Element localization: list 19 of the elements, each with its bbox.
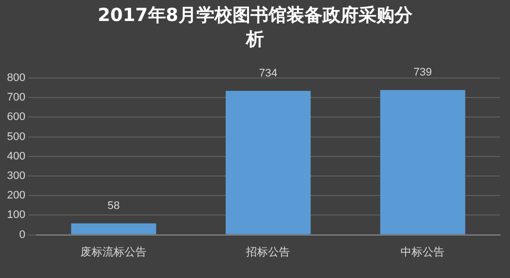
- data-label: 734: [258, 67, 278, 80]
- bar: [226, 90, 311, 234]
- x-tick-label: 废标流标公告: [80, 245, 147, 258]
- x-tick-label: 招标公告: [245, 245, 290, 258]
- y-tick-label: 0: [19, 228, 26, 241]
- y-tick-label: 400: [6, 150, 26, 162]
- y-tick-label: 700: [6, 92, 26, 104]
- y-tick-label: 200: [6, 190, 26, 202]
- y-tick-label: 500: [6, 130, 26, 143]
- y-tick-label: 800: [6, 72, 26, 84]
- bar: [380, 90, 466, 234]
- data-label: 58: [108, 200, 120, 212]
- chart-title: 2017年8月学校图书馆装备政府采购分析: [96, 4, 414, 52]
- y-tick-label: 300: [6, 170, 26, 182]
- data-label: 739: [414, 66, 432, 78]
- y-tick-label: 600: [6, 111, 26, 124]
- x-tick-label: 中标公告: [400, 245, 445, 258]
- bar: [71, 223, 156, 234]
- y-tick-label: 100: [6, 209, 26, 222]
